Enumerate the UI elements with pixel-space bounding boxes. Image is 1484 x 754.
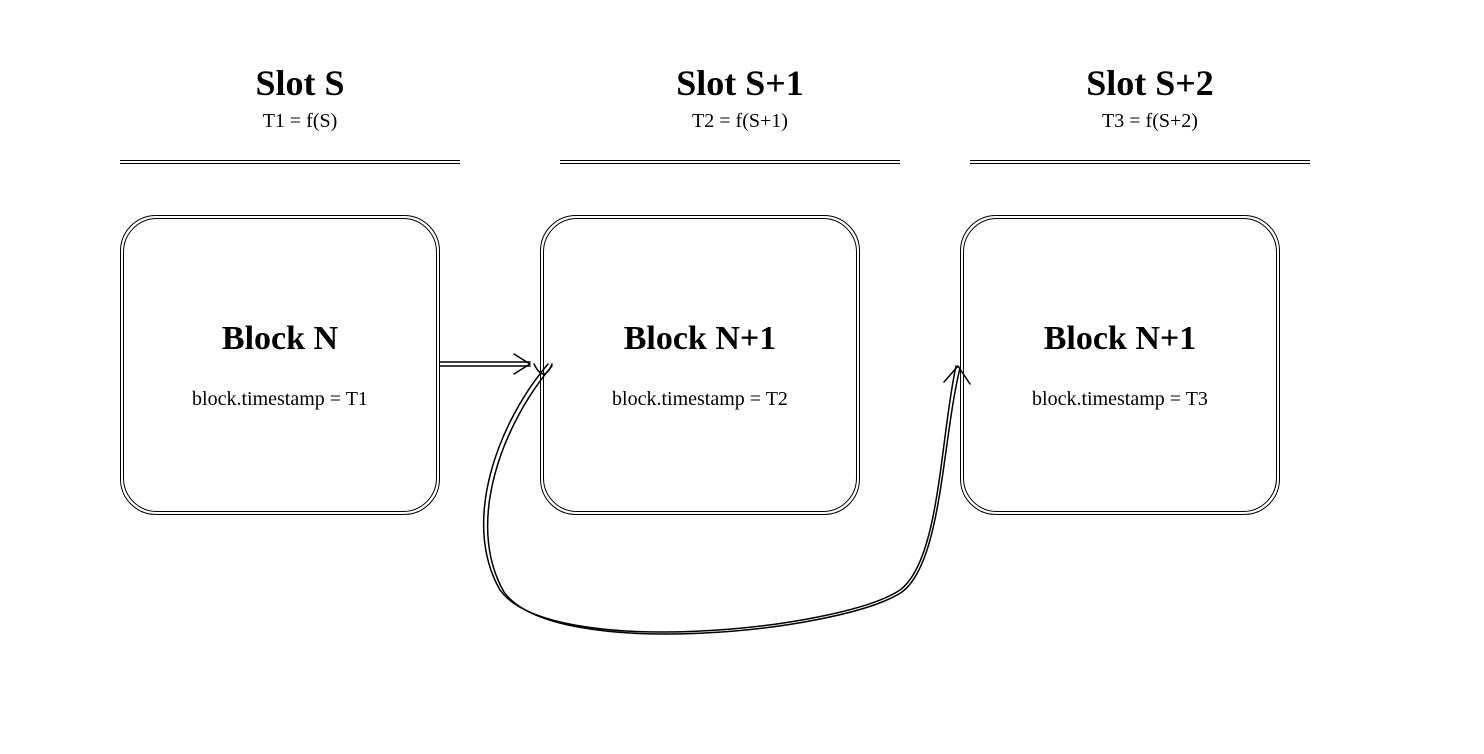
block-title: Block N+1 bbox=[1044, 320, 1197, 358]
edge-arrow-0 bbox=[440, 350, 550, 390]
slot-underline-0 bbox=[120, 160, 460, 161]
slot-header-2: Slot S+2 T3 = f(S+2) bbox=[1000, 62, 1300, 133]
slot-header-1: Slot S+1 T2 = f(S+1) bbox=[590, 62, 890, 133]
slot-subtitle: T3 = f(S+2) bbox=[1000, 110, 1300, 133]
slot-subtitle: T2 = f(S+1) bbox=[590, 110, 890, 133]
slot-title: Slot S+1 bbox=[590, 62, 890, 104]
block-node-1: Block N+1 block.timestamp = T2 bbox=[540, 215, 860, 515]
slot-header-0: Slot S T1 = f(S) bbox=[170, 62, 430, 133]
block-title: Block N+1 bbox=[624, 320, 777, 358]
block-timestamp: block.timestamp = T2 bbox=[612, 388, 788, 411]
slot-title: Slot S bbox=[170, 62, 430, 104]
block-timestamp: block.timestamp = T3 bbox=[1032, 388, 1208, 411]
block-timestamp: block.timestamp = T1 bbox=[192, 388, 368, 411]
block-node-2: Block N+1 block.timestamp = T3 bbox=[960, 215, 1280, 515]
slot-subtitle: T1 = f(S) bbox=[170, 110, 430, 133]
slot-underline-2 bbox=[970, 160, 1310, 161]
block-title: Block N bbox=[222, 320, 338, 358]
block-node-0: Block N block.timestamp = T1 bbox=[120, 215, 440, 515]
slot-title: Slot S+2 bbox=[1000, 62, 1300, 104]
slot-underline-1 bbox=[560, 160, 900, 161]
